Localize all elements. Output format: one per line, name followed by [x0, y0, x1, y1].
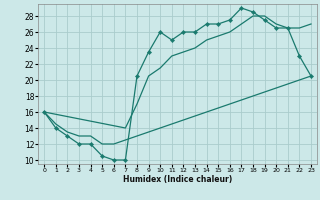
X-axis label: Humidex (Indice chaleur): Humidex (Indice chaleur)	[123, 175, 232, 184]
